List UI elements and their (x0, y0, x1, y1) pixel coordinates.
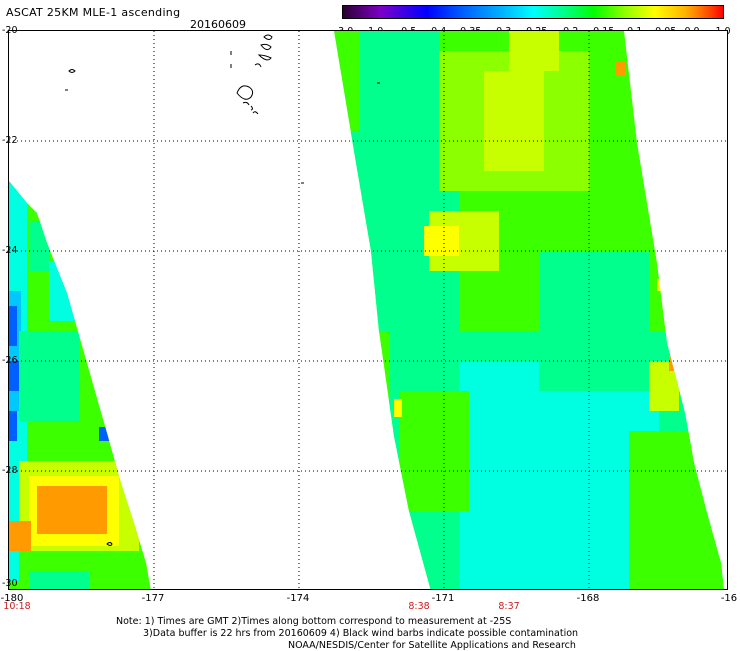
x-tick-label: -168 (576, 593, 600, 604)
colorbar (342, 5, 724, 19)
note-line: Note: 1) Times are GMT 2)Times along bot… (116, 616, 512, 627)
y-tick-label: -28 (2, 465, 18, 476)
x-tick-label: -16 (720, 593, 738, 604)
left-swath (9, 181, 151, 589)
note-line: 3)Data buffer is 22 hrs from 20160609 4)… (143, 628, 579, 639)
swath-time: 8:38 (408, 601, 430, 612)
swath-time: 8:37 (498, 601, 520, 612)
x-tick-label: -180 (0, 593, 24, 604)
swath-time: 10:18 (3, 601, 31, 612)
map-canvas (9, 31, 727, 589)
x-tick-label: -174 (286, 593, 310, 604)
coastline (65, 34, 380, 184)
right-swath (334, 31, 724, 589)
note-line: NOAA/NESDIS/Center for Satellite Applica… (288, 640, 576, 651)
y-tick-label: -26 (2, 355, 18, 366)
x-tick-label: -177 (141, 593, 165, 604)
map-date: 20160609 (190, 18, 246, 31)
map-panel (8, 30, 728, 590)
y-tick-label: -20 (2, 25, 18, 36)
y-tick-label: -30 (2, 578, 18, 589)
y-tick-label: -22 (2, 135, 18, 146)
map-title: ASCAT 25KM MLE-1 ascending (6, 6, 181, 19)
grid (9, 31, 727, 589)
island-outline-left (106, 542, 113, 546)
x-tick-label: -171 (431, 593, 455, 604)
y-tick-label: -24 (2, 245, 18, 256)
